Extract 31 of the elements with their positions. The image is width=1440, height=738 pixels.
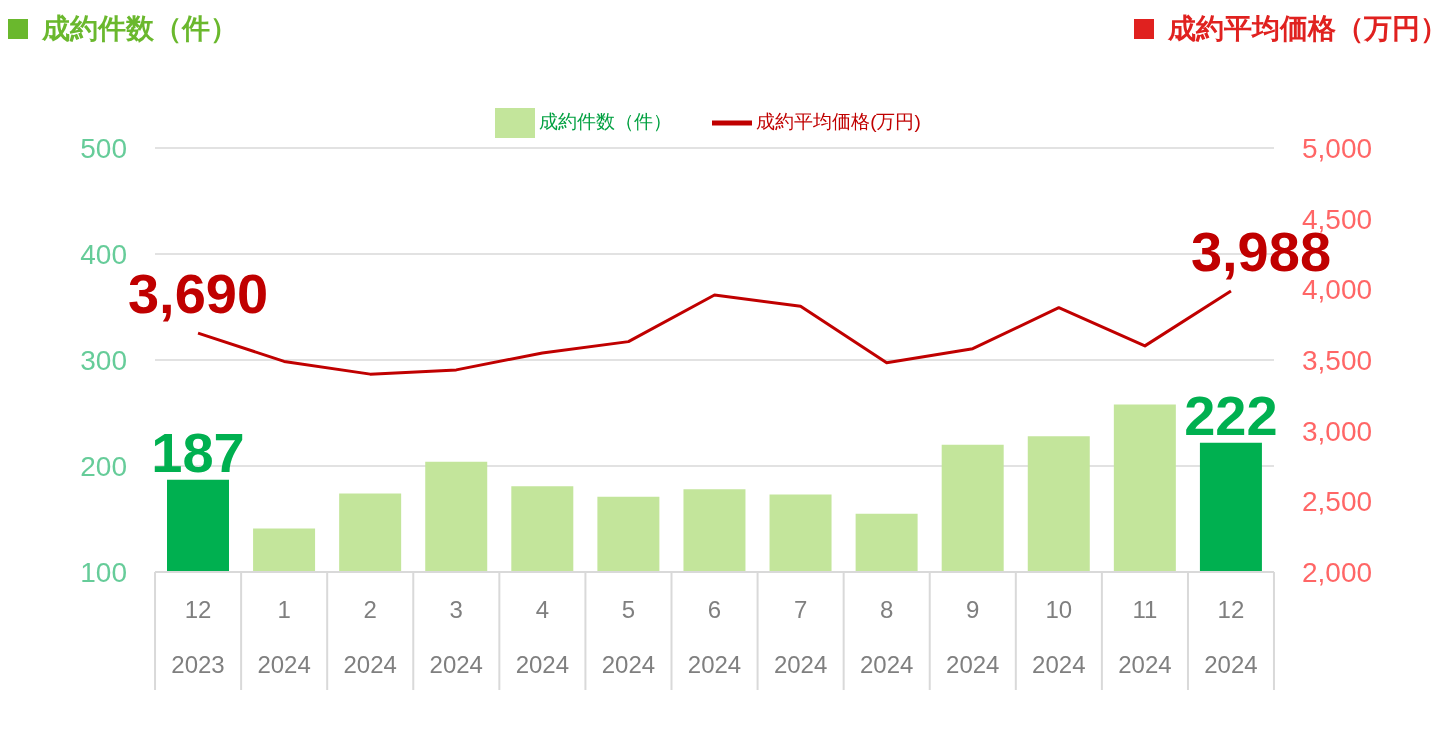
x-tick-label: 3 2024	[429, 596, 483, 678]
y2-tick-label: 2,500	[1302, 486, 1373, 518]
data-label: 187	[151, 420, 245, 484]
data-label: 222	[1184, 383, 1278, 447]
y2-axis-title: 成約平均価格（万円）	[1167, 12, 1440, 46]
legend-label: 成約平均価格(万円)	[756, 111, 921, 133]
y-tick-label: 200	[80, 450, 127, 482]
x-tick-label: 4 2024	[515, 596, 570, 678]
y2-tick-label: 4,000	[1302, 274, 1373, 306]
x-tick-label: 2 2024	[343, 596, 397, 678]
x-tick-label: 1 2024	[257, 596, 311, 678]
y-tick-label: 500	[80, 132, 127, 164]
y-tick-label: 100	[80, 556, 127, 588]
x-tick-label: 5 2024	[601, 596, 656, 678]
x-tick-label: 12 2024	[1204, 596, 1258, 678]
x-tick-label: 7 2024	[773, 596, 828, 678]
y-tick-label: 400	[80, 238, 127, 270]
x-tick-label: 10 2024	[1032, 596, 1086, 678]
legend-label: 成約件数（件）	[539, 111, 673, 133]
x-tick-label: 9 2024	[946, 596, 1000, 678]
x-tick-label: 11 2024	[1118, 596, 1172, 678]
y-axis-title: 成約件数（件）	[41, 12, 238, 46]
y2-tick-label: 5,000	[1302, 132, 1373, 164]
x-tick-label: 8 2024	[859, 596, 914, 678]
y2-tick-label: 2,000	[1302, 556, 1373, 588]
y2-tick-label: 3,500	[1302, 344, 1373, 376]
y-tick-label: 300	[80, 344, 127, 376]
x-tick-label: 6 2024	[687, 596, 742, 678]
x-tick-label: 12 2023	[171, 596, 225, 678]
y2-tick-label: 3,000	[1302, 415, 1373, 447]
data-label: 3,690	[127, 262, 269, 326]
